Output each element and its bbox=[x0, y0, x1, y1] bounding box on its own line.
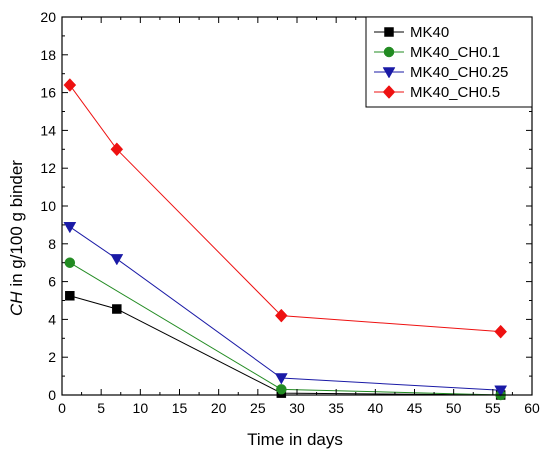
y-tick-label: 12 bbox=[40, 160, 56, 176]
y-tick-label: 2 bbox=[48, 349, 56, 365]
x-tick-label: 55 bbox=[485, 400, 501, 416]
plot-area bbox=[63, 78, 508, 401]
y-tick-label: 10 bbox=[40, 198, 56, 214]
y-axis-title: CH in g/100 g binder bbox=[7, 160, 26, 316]
legend-label: MK40_CH0.1 bbox=[410, 44, 500, 61]
series-3 bbox=[63, 78, 508, 339]
data-point bbox=[64, 257, 76, 268]
legend-marker bbox=[382, 67, 396, 79]
legend: MK40 MK40_CH0.1 MK40_CH0.25 MK40_CH0.5 bbox=[365, 16, 533, 108]
data-point bbox=[494, 324, 508, 339]
y-tick-label: 8 bbox=[48, 236, 56, 252]
y-tick-label: 18 bbox=[40, 47, 56, 63]
data-point bbox=[112, 304, 122, 314]
x-tick-label: 50 bbox=[446, 400, 462, 416]
x-tick-label: 40 bbox=[368, 400, 384, 416]
legend-entry: MK40 bbox=[374, 24, 449, 41]
y-axis-title-italic: CH bbox=[7, 291, 26, 316]
x-tick-label: 45 bbox=[407, 400, 423, 416]
x-tick-label: 0 bbox=[58, 400, 66, 416]
y-tick-label: 14 bbox=[40, 122, 56, 138]
x-tick-label: 20 bbox=[211, 400, 227, 416]
data-point bbox=[274, 308, 288, 323]
y-tick-label: 20 bbox=[40, 9, 56, 25]
legend-marker bbox=[383, 46, 395, 58]
series-line bbox=[69, 295, 501, 396]
y-tick-label: 16 bbox=[40, 85, 56, 101]
legend-marker bbox=[382, 85, 396, 99]
series-0 bbox=[65, 291, 506, 400]
data-point bbox=[494, 385, 508, 397]
series-line bbox=[69, 226, 501, 391]
legend-marker bbox=[384, 27, 394, 37]
y-tick-label: 0 bbox=[48, 387, 56, 403]
y-tick-label: 6 bbox=[48, 274, 56, 290]
x-tick-label: 30 bbox=[289, 400, 305, 416]
x-axis-title: Time in days bbox=[247, 430, 343, 449]
data-point bbox=[110, 254, 124, 266]
data-point bbox=[63, 222, 77, 234]
data-point bbox=[274, 373, 288, 385]
legend-label: MK40_CH0.25 bbox=[410, 64, 508, 81]
y-tick-label: 4 bbox=[48, 311, 56, 327]
data-point bbox=[63, 78, 77, 92]
legend-entry: MK40_CH0.5 bbox=[374, 84, 500, 101]
x-tick-label: 35 bbox=[328, 400, 344, 416]
x-tick-label: 10 bbox=[133, 400, 149, 416]
legend-label: MK40 bbox=[410, 24, 449, 41]
legend-label: MK40_CH0.5 bbox=[410, 84, 500, 101]
series-2 bbox=[63, 222, 508, 397]
x-tick-label: 60 bbox=[524, 400, 540, 416]
x-tick-label: 25 bbox=[250, 400, 266, 416]
data-point bbox=[110, 142, 124, 157]
x-tick-label: 5 bbox=[97, 400, 105, 416]
data-point bbox=[65, 291, 75, 301]
legend-entry: MK40_CH0.25 bbox=[374, 64, 508, 81]
y-axis-title-rest: in g/100 g binder bbox=[7, 160, 26, 292]
legend-entry: MK40_CH0.1 bbox=[374, 44, 500, 61]
series-line bbox=[69, 84, 501, 333]
x-tick-label: 15 bbox=[172, 400, 188, 416]
